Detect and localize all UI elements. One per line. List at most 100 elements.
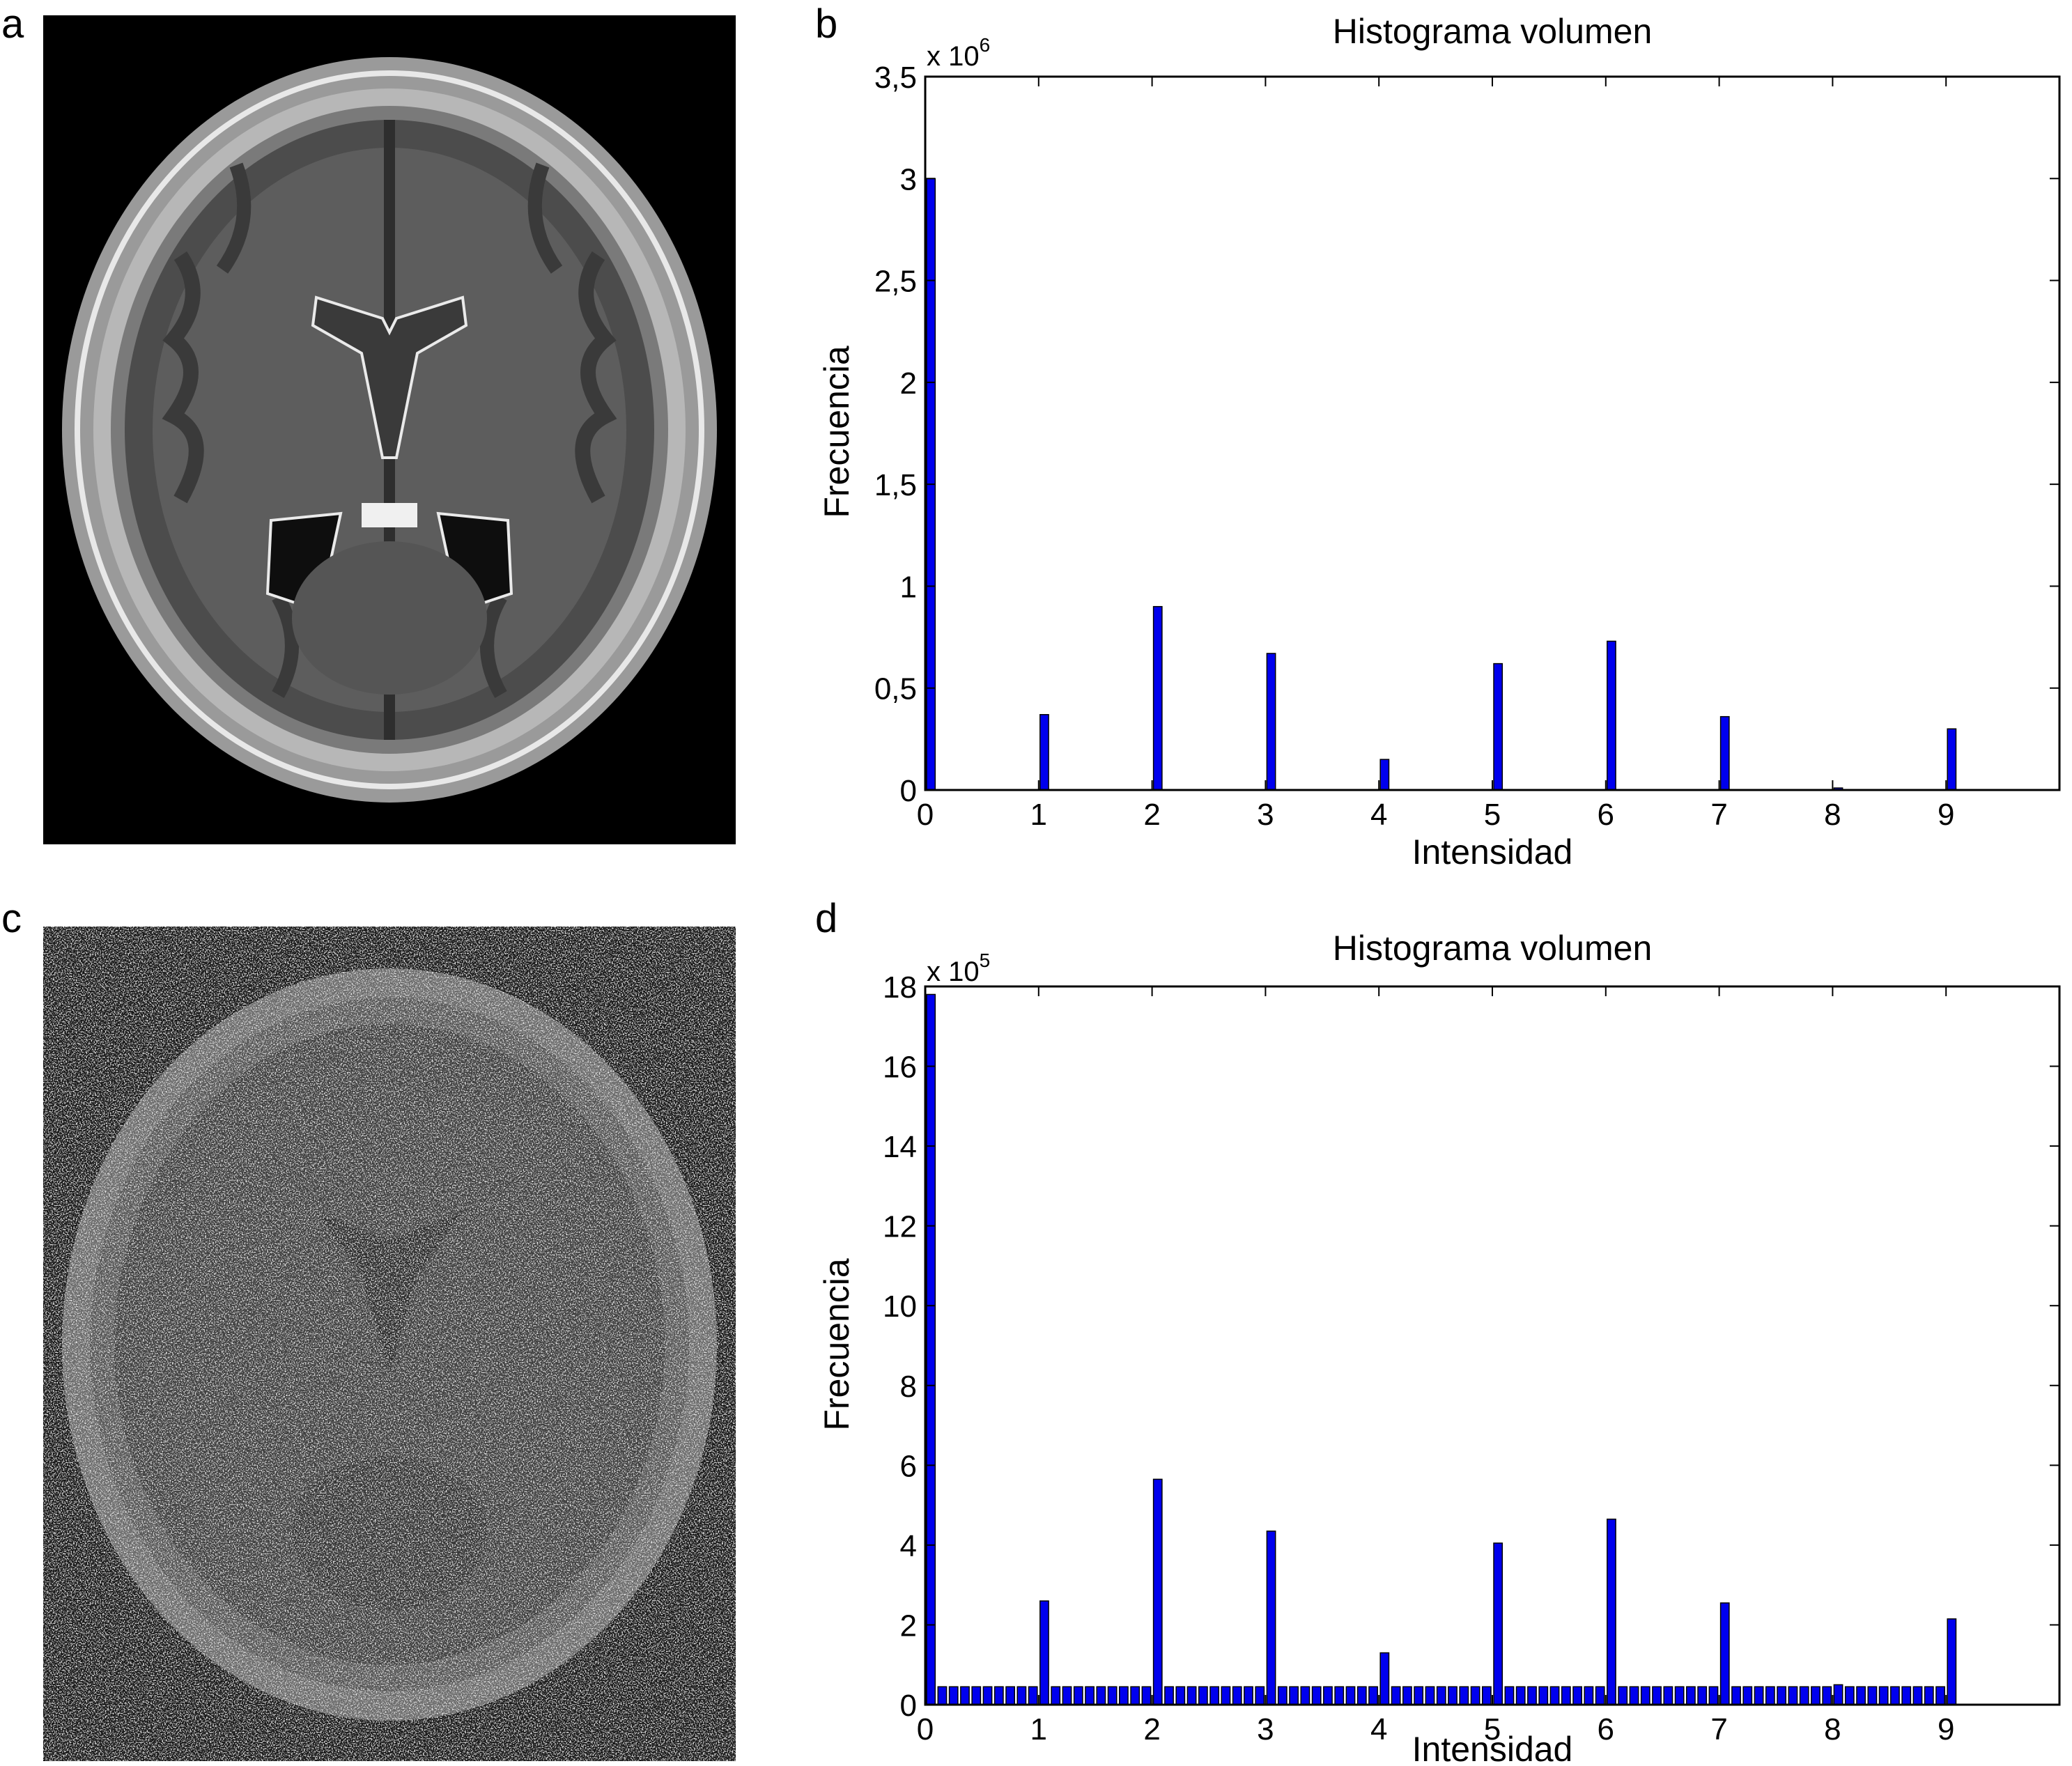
chart-d-bar-70 xyxy=(1719,1602,1730,1705)
chart-b-y-tick-label-3: 1,5 xyxy=(874,468,917,502)
chart-d-y-tick-label-7: 14 xyxy=(883,1130,917,1164)
chart-d-bar-25 xyxy=(1209,1686,1220,1705)
chart-d-bar-29 xyxy=(1255,1686,1265,1705)
chart-d-bar-4 xyxy=(971,1686,982,1705)
chart-d-bar-54 xyxy=(1538,1686,1549,1705)
chart-d-bar-59 xyxy=(1595,1686,1605,1705)
chart-d-bar-21 xyxy=(1164,1686,1174,1705)
chart-d-bar-31 xyxy=(1277,1686,1288,1705)
chart-d-x-tick-label-0: 0 xyxy=(917,1712,934,1746)
chart-d-bar-42 xyxy=(1402,1686,1412,1705)
chart-d-title: Histograma volumen xyxy=(1333,929,1653,968)
chart-d-bar-46 xyxy=(1448,1686,1458,1705)
chart-d-bar-5 xyxy=(982,1686,993,1705)
chart-d-bar-75 xyxy=(1777,1686,1787,1705)
chart-d-x-tick-label-9: 9 xyxy=(1938,1712,1954,1746)
chart-d-bar-79 xyxy=(1822,1686,1832,1705)
chart-d-bar-89 xyxy=(1935,1686,1945,1705)
chart-d-bar-63 xyxy=(1640,1686,1650,1705)
chart-b-x-tick-label-1: 1 xyxy=(1030,798,1047,832)
chart-d-bar-26 xyxy=(1221,1686,1231,1705)
chart-d-x-tick-label-3: 3 xyxy=(1257,1712,1274,1746)
chart-d-bar-66 xyxy=(1674,1686,1685,1705)
chart-d-bar-22 xyxy=(1175,1686,1186,1705)
chart-b-y-tick-label-6: 3 xyxy=(900,162,917,196)
chart-d-bar-18 xyxy=(1130,1686,1141,1705)
chart-d-bar-48 xyxy=(1470,1686,1480,1705)
chart-b-ticks: 0 1 2 3 4 5 6 7 8 9 0 0,5 1 1,5 2 2,5 3 3,5 xyxy=(874,61,2059,832)
chart-d-bar-82 xyxy=(1856,1686,1866,1705)
chart-d-bar-20 xyxy=(1152,1478,1163,1705)
chart-d-y-tick-label-6: 12 xyxy=(883,1210,917,1244)
chart-d-y-tick-label-2: 4 xyxy=(900,1529,917,1563)
chart-d-bar-53 xyxy=(1527,1686,1537,1705)
chart-d-x-tick-label-8: 8 xyxy=(1824,1712,1841,1746)
chart-d-bar-69 xyxy=(1708,1686,1719,1705)
chart-b-x-tick-label-0: 0 xyxy=(917,798,934,832)
chart-d-exponent: x 105 xyxy=(927,950,990,987)
chart-b-x-tick-label-9: 9 xyxy=(1938,798,1954,832)
chart-d-bar-40 xyxy=(1379,1652,1390,1705)
chart-b-x-tick-label-6: 6 xyxy=(1598,798,1614,832)
chart-d-bar-0 xyxy=(926,993,936,1705)
chart-b-y-tick-label-4: 2 xyxy=(900,366,917,401)
chart-b-x-tick-label-8: 8 xyxy=(1824,798,1841,832)
chart-b-x-tick-label-2: 2 xyxy=(1143,798,1160,832)
chart-d-bar-34 xyxy=(1311,1686,1322,1705)
panel-label-c: c xyxy=(1,896,22,941)
chart-b-x-tick-label-7: 7 xyxy=(1710,798,1727,832)
chart-d-bar-7 xyxy=(1005,1686,1015,1705)
chart-b-y-tick-label-2: 1 xyxy=(900,570,917,604)
chart-d-x-tick-label-2: 2 xyxy=(1143,1712,1160,1746)
chart-b-title: Histograma volumen xyxy=(1333,12,1653,51)
chart-d-bar-37 xyxy=(1345,1686,1356,1705)
chart-d-bar-43 xyxy=(1414,1686,1424,1705)
chart-d-y-tick-label-3: 6 xyxy=(900,1449,917,1483)
chart-d-bar-67 xyxy=(1686,1686,1696,1705)
chart-d-bar-57 xyxy=(1572,1686,1582,1705)
chart-d-bar-30 xyxy=(1266,1531,1276,1705)
panel-label-b: b xyxy=(815,1,838,47)
chart-d-y-tick-label-5: 10 xyxy=(883,1289,917,1324)
chart-d-x-axis-label: Intensidad xyxy=(1412,1730,1573,1766)
chart-d-bar-88 xyxy=(1924,1686,1934,1705)
chart-d-x-tick-label-7: 7 xyxy=(1710,1712,1727,1746)
chart-d-plot-frame xyxy=(924,985,2061,1706)
chart-d-bar-41 xyxy=(1391,1686,1401,1705)
chart-d-bar-14 xyxy=(1085,1686,1095,1705)
chart-d-bar-65 xyxy=(1663,1686,1673,1705)
chart-d-bar-85 xyxy=(1890,1686,1900,1705)
chart-d-bar-62 xyxy=(1629,1686,1639,1705)
chart-d-bar-44 xyxy=(1425,1686,1435,1705)
chart-d-bar-11 xyxy=(1051,1686,1061,1705)
chart-d-bar-68 xyxy=(1697,1686,1708,1705)
chart-d-y-tick-label-1: 2 xyxy=(900,1609,917,1643)
chart-d-bar-84 xyxy=(1878,1686,1889,1705)
chart-b-exponent: x 106 xyxy=(927,34,990,72)
chart-d-bar-74 xyxy=(1765,1686,1775,1705)
chart-d-bar-80 xyxy=(1833,1684,1843,1705)
chart-b-x-axis-label: Intensidad xyxy=(1412,832,1573,872)
chart-d-bar-28 xyxy=(1244,1686,1253,1705)
chart-d-bar-10 xyxy=(1039,1600,1049,1705)
chart-d-bar-52 xyxy=(1515,1686,1526,1705)
chart-d-y-tick-label-8: 16 xyxy=(883,1051,917,1085)
chart-d-bar-64 xyxy=(1652,1686,1662,1705)
chart-d-y-tick-label-0: 0 xyxy=(900,1689,917,1723)
chart-d-y-tick-label-4: 8 xyxy=(900,1370,917,1404)
chart-d-bar-51 xyxy=(1504,1686,1515,1705)
panel-label-d: d xyxy=(815,896,838,941)
mri-clean-image xyxy=(43,15,736,844)
chart-b-y-tick-label-1: 0,5 xyxy=(874,672,917,706)
chart-d-bar-83 xyxy=(1867,1686,1878,1705)
chart-b-y-tick-label-7: 3,5 xyxy=(874,61,917,95)
chart-d-bar-13 xyxy=(1073,1686,1083,1705)
chart-d-bar-33 xyxy=(1300,1686,1311,1705)
mri-noisy-image xyxy=(43,927,736,1761)
chart-d-bar-9 xyxy=(1028,1686,1038,1705)
chart-d-bar-27 xyxy=(1232,1686,1242,1705)
chart-d-bar-78 xyxy=(1811,1686,1820,1705)
chart-d-bar-36 xyxy=(1334,1686,1345,1705)
